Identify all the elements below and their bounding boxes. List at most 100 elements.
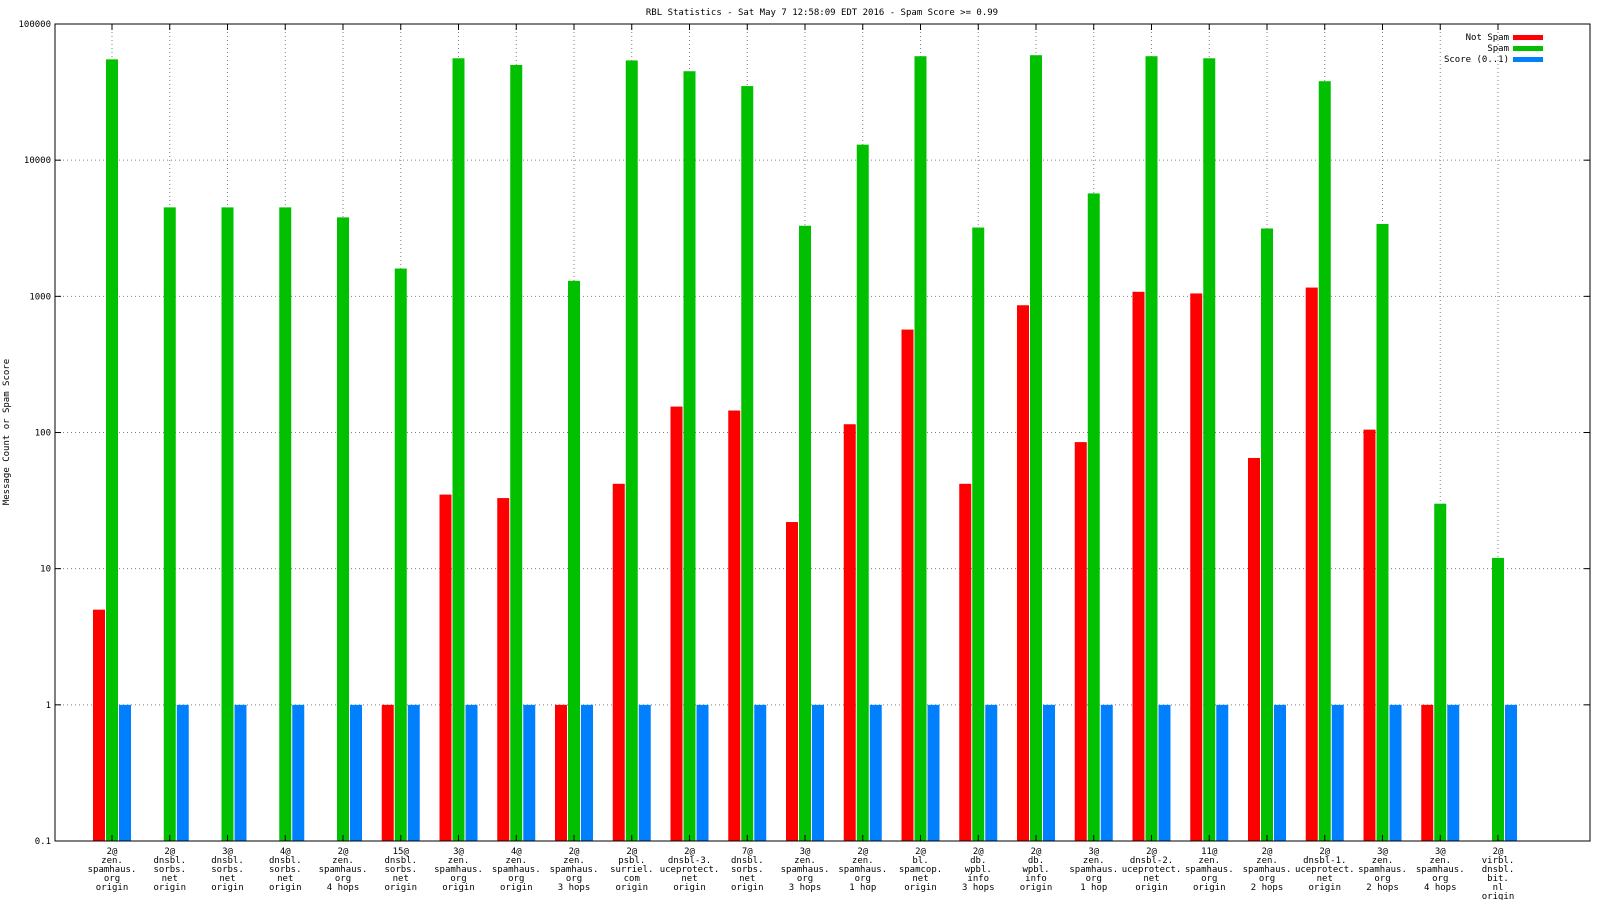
x-tick-label-line: zen.	[332, 856, 354, 866]
x-tick-label-line: org	[566, 874, 582, 884]
y-tick-label: 100	[35, 429, 51, 439]
bar-score-0-1	[234, 704, 247, 841]
x-tick-label-line: sorbs.	[384, 865, 417, 875]
x-tick-label-line: spamhaus.	[1069, 865, 1118, 875]
x-tick-label-line: 2@	[107, 847, 118, 857]
x-tick-label-line: origin	[442, 883, 475, 893]
x-tick-label-line: bit.	[1487, 874, 1509, 884]
bar-spam	[1492, 557, 1504, 841]
x-tick-label: 7@ dnsbl. sorbs. net origin	[731, 847, 764, 893]
x-tick-label-line: net	[912, 874, 928, 884]
bar-score-0-1	[407, 704, 420, 841]
bar-spam	[683, 71, 696, 842]
bar-spam	[1261, 228, 1273, 841]
bar-score-0-1	[1447, 704, 1460, 841]
x-tick-label: 2@ zen. spamhaus. org origin	[88, 847, 137, 893]
x-tick-label-line: spamhaus.	[550, 865, 599, 875]
bar-score-0-1	[1331, 704, 1344, 841]
bar-spam	[856, 144, 869, 842]
x-tick-label-line: org	[855, 874, 871, 884]
bar-score-0-1	[985, 704, 998, 841]
bar-score-0-1	[1274, 704, 1286, 841]
x-tick-label: 2@ virbl. dnsbl. bit. nl origin	[1482, 847, 1515, 900]
bar-spam	[337, 217, 349, 842]
x-tick-label-line: spamhaus.	[492, 865, 541, 875]
x-tick-label-line: zen.	[1372, 856, 1394, 866]
x-tick-label-line: bl.	[912, 856, 928, 866]
bar-score-0-1	[523, 704, 536, 841]
x-tick-label-line: 2@	[1146, 847, 1157, 857]
y-tick-label: 100000	[18, 20, 51, 30]
x-tick-label-line: 2 hops	[1366, 883, 1399, 893]
x-tick-label-line: spamhaus.	[1185, 865, 1234, 875]
bar-score-0-1	[350, 704, 362, 841]
x-tick-label: 2@ zen. spamhaus. org 4 hops	[319, 847, 368, 893]
x-tick-label: 2@ zen. spamhaus. org 2 hops	[1243, 847, 1292, 893]
x-tick-label: 15@ dnsbl. sorbs. net origin	[384, 847, 417, 893]
x-tick-label: 2@ zen. spamhaus. org 1 hop	[838, 847, 887, 893]
x-tick-label-line: origin	[384, 883, 417, 893]
x-tick-label-line: 1 hop	[1080, 883, 1107, 893]
x-tick-label-line: org	[335, 874, 351, 884]
bar-score-0-1	[1389, 704, 1402, 841]
x-tick-label: 3@ zen. spamhaus. org 2 hops	[1358, 847, 1407, 893]
bar-not-spam	[843, 424, 856, 841]
x-tick-label: 2@ dnsbl. sorbs. net origin	[153, 847, 186, 893]
x-tick-label-line: net	[277, 874, 293, 884]
x-tick-label-line: uceprotect.	[1122, 865, 1182, 875]
x-tick-label-line: zen.	[448, 856, 470, 866]
x-tick-label-line: origin	[1308, 883, 1341, 893]
x-tick-label-line: 2@	[857, 847, 868, 857]
x-tick-label-line: 3 hops	[558, 883, 591, 893]
bar-not-spam	[1305, 287, 1318, 842]
x-tick-label-line: 3 hops	[962, 883, 995, 893]
x-tick-label-line: 3@	[453, 847, 464, 857]
x-tick-label-line: dnsbl.	[1482, 865, 1515, 875]
x-tick-label-line: 15@	[393, 847, 410, 857]
x-tick-label-line: zen.	[505, 856, 527, 866]
x-tick-label-line: 11@	[1201, 847, 1218, 857]
y-axis-label: Message Count or Spam Score	[2, 359, 12, 505]
x-tick-label-line: db.	[1028, 856, 1044, 866]
x-tick-label-line: virbl.	[1482, 856, 1515, 866]
bar-not-spam	[1421, 704, 1434, 841]
x-tick-label-line: 4 hops	[327, 883, 360, 893]
x-tick-label-line: origin	[673, 883, 706, 893]
bar-spam	[1087, 193, 1100, 841]
x-tick-label: 2@ db. wpbl. info 3 hops	[962, 847, 995, 893]
x-tick-label-line: 2@	[1262, 847, 1273, 857]
x-tick-label-line: origin	[211, 883, 244, 893]
x-tick-label-line: origin	[269, 883, 302, 893]
bar-spam	[914, 56, 927, 842]
bar-score-0-1	[581, 704, 593, 841]
bar-score-0-1	[927, 704, 940, 841]
bar-not-spam	[959, 483, 972, 841]
x-tick-label-line: spamhaus.	[1358, 865, 1407, 875]
x-tick-label-line: 4 hops	[1424, 883, 1457, 893]
x-tick-label-line: com	[624, 874, 640, 884]
bar-not-spam	[728, 410, 741, 841]
bar-score-0-1	[869, 704, 882, 841]
bar-not-spam	[381, 704, 394, 841]
bar-score-0-1	[1216, 704, 1229, 841]
x-tick-label-line: net	[219, 874, 235, 884]
bar-spam	[1203, 58, 1216, 842]
x-tick-label-line: origin	[500, 883, 533, 893]
x-tick-label-line: org	[1432, 874, 1448, 884]
x-tick-label-line: org	[508, 874, 524, 884]
x-tick-label-line: org	[1201, 874, 1217, 884]
x-tick-label: 3@ zen. spamhaus. org 4 hops	[1416, 847, 1465, 893]
bar-score-0-1	[465, 704, 478, 841]
x-tick-label-line: org	[104, 874, 120, 884]
bar-spam	[741, 86, 754, 841]
x-tick-label-line: 2@	[1319, 847, 1330, 857]
bar-not-spam	[1248, 457, 1260, 841]
x-tick-label-line: zen.	[1256, 856, 1278, 866]
x-tick-label-line: origin	[153, 883, 186, 893]
bars	[93, 55, 1517, 842]
x-tick-label-line: origin	[96, 883, 129, 893]
x-tick-label-line: net	[739, 874, 755, 884]
x-tick-label-line: net	[1317, 874, 1333, 884]
x-tick-label-line: wpbl.	[1022, 865, 1049, 875]
